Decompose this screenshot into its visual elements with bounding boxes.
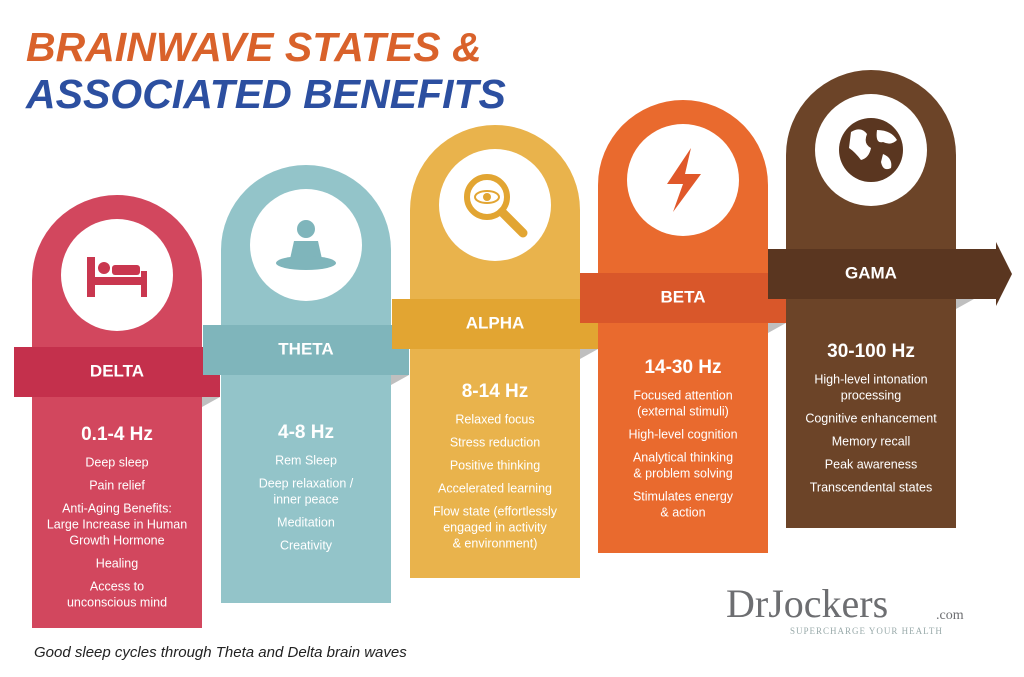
ribbon-fold [391, 375, 409, 385]
benefit: processing [841, 388, 901, 402]
benefit: Pain relief [89, 478, 145, 492]
state-name: BETA [660, 287, 705, 306]
ribbon-fold [956, 299, 974, 309]
benefit: Creativity [280, 538, 333, 552]
benefit: Transcendental states [810, 480, 933, 494]
column: BETA 14-30 Hz Focused attention (external s… [580, 100, 786, 553]
benefit: Memory recall [832, 434, 911, 448]
benefit: Meditation [277, 515, 335, 529]
logo: DrJockers [726, 581, 888, 626]
benefit: Accelerated learning [438, 481, 552, 495]
column: ALPHA 8-14 Hz Relaxed focus Stress reductio… [392, 125, 598, 578]
icon [849, 129, 897, 170]
benefit: inner peace [273, 492, 338, 506]
benefit: engaged in activity [443, 520, 547, 534]
benefit: Focused attention [633, 388, 732, 402]
benefit: High-level intonation [814, 372, 927, 386]
ribbon [203, 325, 409, 375]
title-line: BRAINWAVE STATES & [26, 24, 482, 70]
ribbon-fold [768, 323, 786, 333]
benefit: Stimulates energy [633, 489, 734, 503]
benefit: Access to [90, 579, 144, 593]
caption: Good sleep cycles through Theta and Delt… [34, 644, 407, 661]
tagline: SUPERCHARGE YOUR HEALTH [790, 626, 943, 636]
icon [839, 118, 903, 182]
ribbon-fold [202, 397, 220, 407]
ribbon-fold [580, 349, 598, 359]
icon [95, 277, 147, 285]
benefit: High-level cognition [628, 427, 737, 441]
benefit: Positive thinking [450, 458, 540, 472]
icon [474, 190, 500, 204]
benefit: Growth Hormone [69, 533, 164, 547]
benefit: & problem solving [633, 466, 732, 480]
ribbon [14, 347, 220, 397]
column: THETA 4-8 Hz Rem Sleep Deep relaxation / inn… [203, 165, 409, 603]
icon [87, 257, 95, 297]
logo-suffix: .com [936, 608, 964, 623]
benefit: & environment) [453, 536, 538, 550]
state-name: THETA [278, 339, 333, 358]
icon [141, 271, 147, 297]
state-name: DELTA [90, 361, 144, 380]
benefit: Relaxed focus [455, 412, 534, 426]
ribbon [580, 273, 786, 323]
benefit: Peak awareness [825, 457, 917, 471]
icon [483, 193, 491, 201]
ribbon [392, 299, 598, 349]
benefit: Deep sleep [85, 455, 148, 469]
icon [297, 220, 315, 238]
icon [112, 265, 140, 275]
frequency: 30-100 Hz [827, 341, 915, 362]
icon [497, 207, 528, 238]
benefit: & action [660, 505, 705, 519]
benefit: Flow state (effortlessly [433, 504, 558, 518]
ribbon [768, 242, 1012, 306]
benefit: Large Increase in Human [47, 517, 187, 531]
column: GAMA 30-100 Hz High-level intonation proces… [768, 70, 1012, 528]
benefit: Healing [96, 556, 138, 570]
benefit: unconscious mind [67, 595, 167, 609]
state-name: ALPHA [466, 313, 525, 332]
state-name: GAMA [845, 263, 897, 282]
icon [464, 174, 510, 220]
icon-circle [439, 149, 551, 261]
benefit: Cognitive enhancement [805, 411, 937, 425]
column: DELTA 0.1-4 Hz Deep sleep Pain relief Anti-A… [14, 195, 220, 628]
title-line: ASSOCIATED BENEFITS [25, 71, 506, 117]
frequency: 0.1-4 Hz [81, 424, 153, 445]
frequency: 4-8 Hz [278, 422, 334, 443]
benefit: Rem Sleep [275, 453, 337, 467]
columns: DELTA 0.1-4 Hz Deep sleep Pain relief Anti-A… [14, 70, 1012, 628]
benefit: Analytical thinking [633, 450, 733, 464]
frequency: 14-30 Hz [644, 357, 721, 378]
benefit: Stress reduction [450, 435, 540, 449]
icon [276, 256, 336, 270]
icon [98, 262, 110, 274]
benefit: (external stimuli) [637, 404, 729, 418]
icon [290, 241, 322, 259]
icon [667, 148, 701, 212]
benefit: Anti-Aging Benefits: [62, 501, 172, 515]
benefit: Deep relaxation / [259, 476, 354, 490]
frequency: 8-14 Hz [462, 381, 529, 402]
